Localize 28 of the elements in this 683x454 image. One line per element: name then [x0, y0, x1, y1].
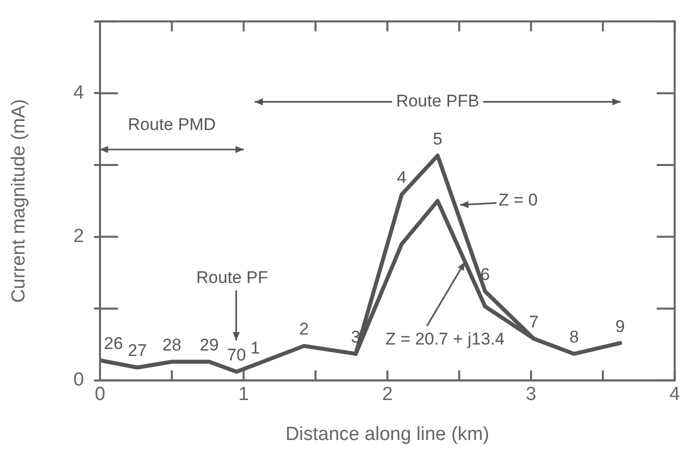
y-tick-label: 0 — [73, 370, 84, 391]
annotation: 4 — [396, 168, 406, 188]
x-tick-label: 4 — [669, 384, 680, 406]
x-tick-label: 0 — [94, 384, 106, 406]
annotation: 7 — [529, 312, 539, 332]
y-tick-label: 4 — [73, 82, 84, 104]
x-axis-title: Distance along line (km) — [285, 424, 490, 445]
y-axis-title: Current magnitude (mA) — [8, 99, 30, 303]
x-tick-label: 2 — [382, 384, 393, 406]
annotation: Z = 0 — [498, 190, 538, 210]
annotation: 2 — [299, 320, 309, 339]
x-tick-label: 1 — [238, 384, 249, 406]
annotation: 8 — [569, 328, 579, 347]
annotation: 29 — [200, 335, 219, 354]
annotation: 1 — [250, 338, 260, 358]
annotation: 70 — [227, 345, 246, 364]
y-tick-label: 2 — [73, 226, 84, 248]
x-tick-label: 3 — [526, 384, 536, 406]
annotation: Route PFB — [396, 92, 480, 111]
annotation: Route PF — [196, 268, 268, 288]
annotation: 26 — [104, 334, 123, 353]
annotation: 9 — [615, 316, 625, 336]
annotation: 27 — [128, 341, 147, 360]
annotation: Z = 20.7 + j13.4 — [385, 330, 504, 349]
annotation: Route PMD — [128, 115, 216, 134]
annotation: 5 — [432, 129, 442, 148]
annotation: 6 — [480, 265, 490, 284]
annotation: 28 — [162, 335, 182, 354]
